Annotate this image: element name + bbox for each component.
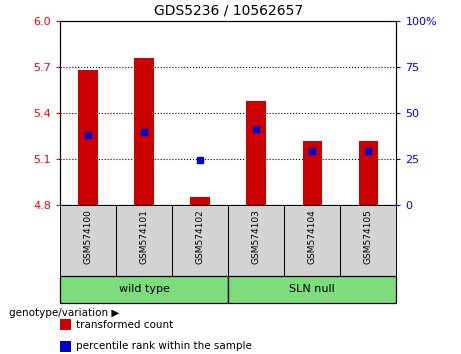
Bar [78,70,98,205]
Bar [284,205,340,278]
Bar [60,319,71,330]
Text: GSM574100: GSM574100 [83,209,93,264]
Text: GSM574101: GSM574101 [140,209,148,264]
Bar [340,205,396,278]
Text: transformed count: transformed count [76,320,173,330]
Bar [60,276,228,303]
Text: GSM574103: GSM574103 [252,209,261,264]
Bar [247,101,266,205]
Bar [190,197,210,205]
Text: genotype/variation ▶: genotype/variation ▶ [9,308,119,318]
Text: GSM574102: GSM574102 [195,209,205,264]
Text: wild type: wild type [118,284,170,295]
Bar [60,205,116,278]
Bar [228,205,284,278]
Text: percentile rank within the sample: percentile rank within the sample [76,341,252,351]
Bar [302,141,322,205]
Title: GDS5236 / 10562657: GDS5236 / 10562657 [154,3,303,17]
Bar [60,341,71,352]
Bar [116,205,172,278]
Text: SLN null: SLN null [290,284,335,295]
Bar [172,205,228,278]
Bar [359,141,378,205]
Text: GSM574105: GSM574105 [364,209,373,264]
Bar [228,276,396,303]
Text: GSM574104: GSM574104 [308,209,317,264]
Bar [134,58,154,205]
